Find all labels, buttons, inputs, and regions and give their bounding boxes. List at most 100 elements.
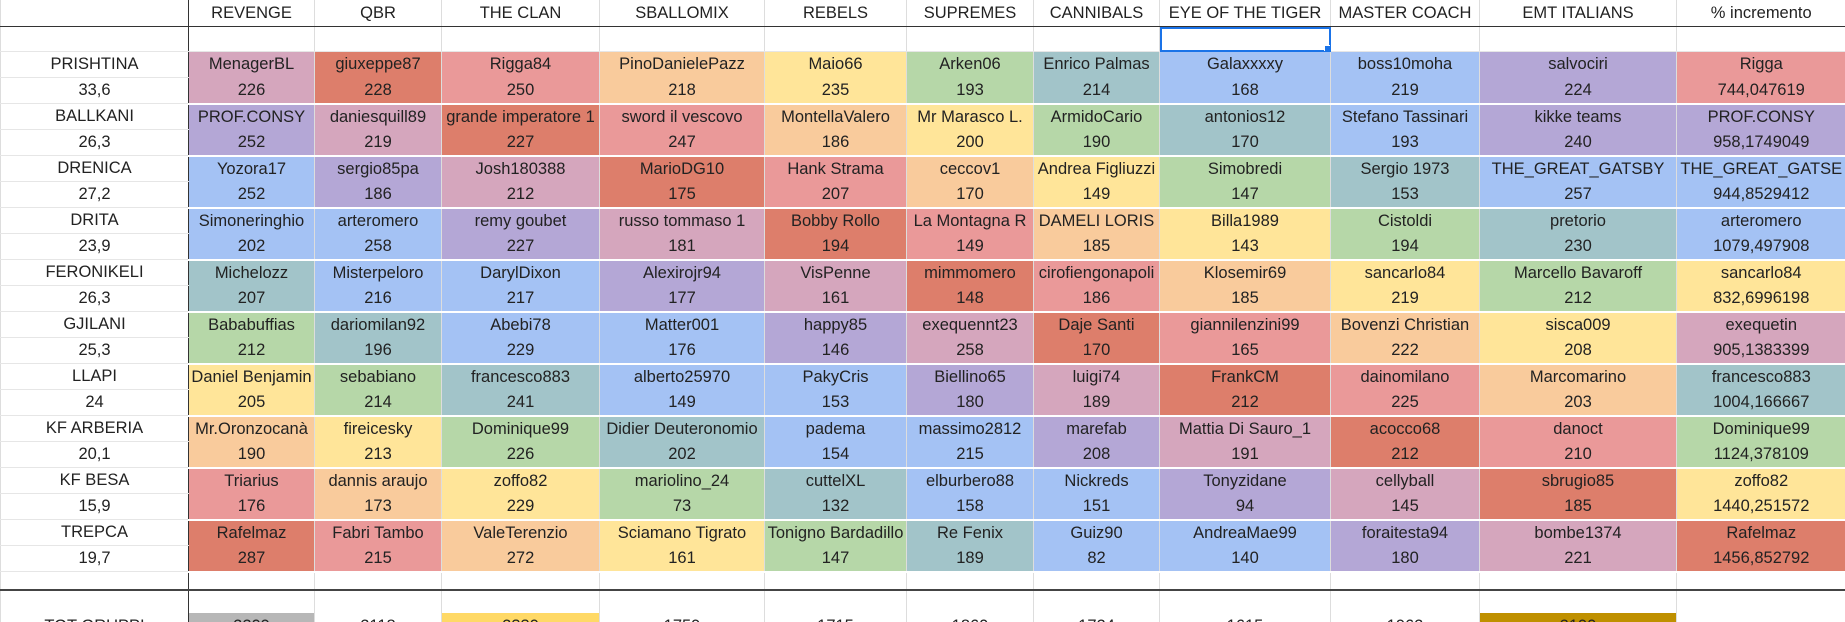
player-name[interactable]: DarylDixon: [441, 259, 600, 286]
player-name[interactable]: sancarlo84: [1676, 259, 1845, 286]
player-score[interactable]: 193: [906, 77, 1034, 105]
player-score[interactable]: 180: [1330, 545, 1480, 573]
player-name[interactable]: sancarlo84: [1330, 259, 1480, 286]
player-score[interactable]: 214: [314, 389, 442, 417]
empty-cell[interactable]: [0, 589, 189, 613]
player-score[interactable]: 176: [599, 337, 765, 365]
player-score[interactable]: 207: [764, 181, 907, 209]
player-name[interactable]: PakyCris: [764, 363, 907, 390]
player-score[interactable]: 832,6996198: [1676, 285, 1845, 313]
empty-cell[interactable]: [188, 571, 315, 591]
player-score[interactable]: 149: [1033, 181, 1160, 209]
player-score[interactable]: 218: [599, 77, 765, 105]
player-score[interactable]: 252: [188, 181, 315, 209]
column-header[interactable]: QBR: [314, 0, 442, 27]
player-name[interactable]: Rafelmaz: [1676, 519, 1845, 546]
empty-cell[interactable]: [0, 26, 189, 52]
player-name[interactable]: dariomilan92: [314, 311, 442, 338]
player-score[interactable]: 225: [1330, 389, 1480, 417]
player-name[interactable]: ArmidoCario: [1033, 103, 1160, 130]
player-score[interactable]: 147: [764, 545, 907, 573]
team-average[interactable]: 15,9: [0, 493, 189, 520]
player-score[interactable]: 161: [599, 545, 765, 573]
player-score[interactable]: 186: [1033, 285, 1160, 313]
player-name[interactable]: Maio66: [764, 51, 907, 78]
player-score[interactable]: 185: [1033, 233, 1160, 261]
player-name[interactable]: elburbero88: [906, 467, 1034, 494]
player-score[interactable]: 226: [188, 77, 315, 105]
team-name[interactable]: LLAPI: [0, 363, 189, 390]
player-score[interactable]: 186: [764, 129, 907, 157]
player-name[interactable]: Simobredi: [1159, 155, 1331, 182]
player-score[interactable]: 203: [1479, 389, 1677, 417]
player-score[interactable]: 200: [906, 129, 1034, 157]
player-score[interactable]: 241: [441, 389, 600, 417]
player-score[interactable]: 287: [188, 545, 315, 573]
player-name[interactable]: THE_GREAT_GATSE: [1676, 155, 1845, 182]
column-header[interactable]: REVENGE: [188, 0, 315, 27]
player-score[interactable]: 219: [314, 129, 442, 157]
empty-cell[interactable]: [1033, 589, 1160, 613]
empty-cell[interactable]: [314, 571, 442, 591]
player-score[interactable]: 173: [314, 493, 442, 521]
player-score[interactable]: 205: [188, 389, 315, 417]
player-name[interactable]: Sergio 1973: [1330, 155, 1480, 182]
player-score[interactable]: 194: [764, 233, 907, 261]
player-score[interactable]: 272: [441, 545, 600, 573]
player-name[interactable]: Re Fenix: [906, 519, 1034, 546]
player-name[interactable]: Nickreds: [1033, 467, 1160, 494]
column-header[interactable]: MASTER COACH: [1330, 0, 1480, 27]
player-name[interactable]: Mr.Oronzocanà: [188, 415, 315, 442]
player-score[interactable]: 196: [314, 337, 442, 365]
total-value[interactable]: 1715: [764, 612, 907, 622]
player-score[interactable]: 257: [1479, 181, 1677, 209]
empty-cell[interactable]: [1330, 571, 1480, 591]
empty-cell[interactable]: [764, 571, 907, 591]
player-score[interactable]: 82: [1033, 545, 1160, 573]
player-score[interactable]: 185: [1479, 493, 1677, 521]
player-score[interactable]: 170: [906, 181, 1034, 209]
player-score[interactable]: 252: [188, 129, 315, 157]
player-score[interactable]: 230: [1479, 233, 1677, 261]
player-name[interactable]: alberto25970: [599, 363, 765, 390]
empty-cell[interactable]: [0, 571, 189, 591]
player-name[interactable]: antonios12: [1159, 103, 1331, 130]
player-score[interactable]: 1440,251572: [1676, 493, 1845, 521]
player-score[interactable]: 250: [441, 77, 600, 105]
empty-cell[interactable]: [1676, 571, 1845, 591]
player-name[interactable]: dannis araujo: [314, 467, 442, 494]
player-name[interactable]: Bababuffias: [188, 311, 315, 338]
player-name[interactable]: salvociri: [1479, 51, 1677, 78]
team-name[interactable]: FERONIKELI: [0, 259, 189, 286]
player-name[interactable]: kikke teams: [1479, 103, 1677, 130]
team-average[interactable]: 26,3: [0, 285, 189, 312]
team-name[interactable]: TREPCA: [0, 519, 189, 546]
empty-cell[interactable]: [1479, 571, 1677, 591]
player-name[interactable]: Stefano Tassinari: [1330, 103, 1480, 130]
empty-cell[interactable]: [441, 589, 600, 613]
player-name[interactable]: Rigga: [1676, 51, 1845, 78]
empty-cell[interactable]: [764, 589, 907, 613]
empty-cell[interactable]: [1479, 589, 1677, 613]
player-score[interactable]: 194: [1330, 233, 1480, 261]
player-name[interactable]: Galaxxxxy: [1159, 51, 1331, 78]
player-name[interactable]: sebabiano: [314, 363, 442, 390]
player-score[interactable]: 181: [599, 233, 765, 261]
player-name[interactable]: Rafelmaz: [188, 519, 315, 546]
player-score[interactable]: 1124,378109: [1676, 441, 1845, 469]
player-score[interactable]: 189: [1033, 389, 1160, 417]
player-name[interactable]: Bovenzi Christian: [1330, 311, 1480, 338]
team-name[interactable]: PRISHTINA: [0, 51, 189, 78]
player-score[interactable]: 148: [906, 285, 1034, 313]
total-value[interactable]: 1759: [599, 612, 765, 622]
team-average[interactable]: 27,2: [0, 181, 189, 208]
player-score[interactable]: 132: [764, 493, 907, 521]
total-value[interactable]: 1860: [906, 612, 1034, 622]
player-score[interactable]: 189: [906, 545, 1034, 573]
player-score[interactable]: 208: [1479, 337, 1677, 365]
column-header[interactable]: % incremento: [1676, 0, 1845, 27]
player-name[interactable]: sword il vescovo: [599, 103, 765, 130]
player-score[interactable]: 175: [599, 181, 765, 209]
total-value[interactable]: 2118: [314, 612, 442, 622]
